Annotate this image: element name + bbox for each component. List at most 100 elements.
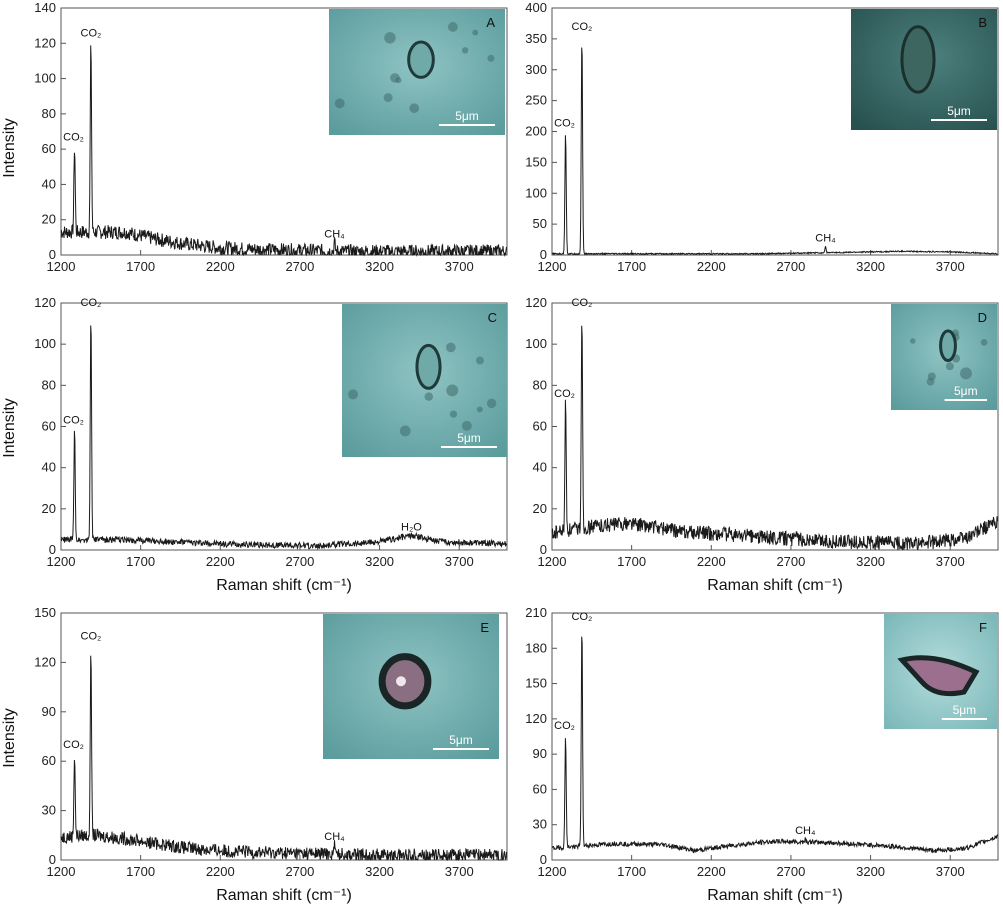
inclusion-speck — [960, 367, 972, 380]
inclusion-speck — [461, 420, 472, 431]
inclusion-speck — [926, 377, 935, 386]
peak-label: CO₂ — [554, 720, 575, 732]
peak-label: CH₄ — [815, 232, 836, 244]
x-tick-label: 2200 — [206, 554, 235, 569]
inclusion-speck — [399, 425, 411, 437]
spectrum-line — [551, 47, 998, 256]
y-tick-label: 60 — [42, 141, 56, 156]
inclusion-speck — [472, 29, 479, 36]
x-tick-label: 2200 — [697, 864, 726, 879]
x-tick-label: 3200 — [365, 864, 394, 879]
spectrum-panel-d: 0 20 40 60 80 100 120 1200 1700 2200 2700 3200 3700 D… — [525, 295, 999, 594]
y-tick-label: 0 — [540, 247, 547, 262]
inclusion-speck — [945, 362, 954, 371]
spectrum-panel-a: 0 20 40 60 80 100 120 140 1200 1700 2200 2700 3200 37… — [1, 0, 508, 274]
plot-frame — [60, 7, 508, 256]
panel-letter: F — [979, 620, 987, 635]
x-tick-label: 3200 — [856, 554, 885, 569]
y-tick-label: 200 — [525, 124, 547, 139]
y-tick-label: 40 — [533, 460, 547, 475]
spectrum-panel-f: 0 30 60 90 120 150 180 210 1200 1700 2200 2700 3200 3… — [525, 605, 999, 904]
inclusion-speck — [980, 339, 988, 346]
x-tick-label: 3700 — [445, 864, 474, 879]
y-tick-label: 100 — [525, 336, 547, 351]
y-tick-label: 20 — [533, 501, 547, 516]
y-tick-label: 100 — [34, 336, 56, 351]
y-tick-label: 60 — [533, 781, 547, 796]
inclusion-speck — [475, 356, 484, 365]
y-tick-label: 90 — [533, 746, 547, 761]
panel-letter: D — [978, 310, 987, 325]
y-tick-label: 60 — [42, 419, 56, 434]
y-tick-label: 60 — [42, 753, 56, 768]
x-tick-label: 2700 — [285, 554, 314, 569]
inclusion-speck — [487, 54, 495, 62]
y-tick-label: 40 — [42, 460, 56, 475]
inclusion-speck — [461, 47, 469, 54]
panel-letter: E — [480, 620, 489, 635]
spectrum-panel-c: 0 20 40 60 80 100 120 1200 1700 2200 2700 3200 3700 C… — [1, 295, 508, 594]
plot-frame — [60, 612, 508, 861]
x-tick-label: 3200 — [856, 259, 885, 274]
fluid-inclusion — [900, 25, 936, 94]
x-tick-label: 1700 — [617, 864, 646, 879]
y-tick-label: 140 — [34, 0, 56, 15]
inclusion-speck — [424, 392, 434, 401]
peak-label: CO₂ — [63, 132, 84, 144]
x-tick-label: 2200 — [206, 864, 235, 879]
x-tick-label: 2700 — [285, 259, 314, 274]
x-tick-label: 2200 — [697, 259, 726, 274]
fluid-inclusion — [939, 329, 957, 363]
peak-label: CO₂ — [572, 297, 593, 309]
y-tick-label: 400 — [525, 0, 547, 15]
x-tick-label: 1700 — [126, 259, 155, 274]
x-tick-label: 1700 — [126, 864, 155, 879]
y-axis-title: Intensity — [1, 398, 18, 458]
y-tick-label: 30 — [42, 803, 56, 818]
x-tick-label: 3200 — [365, 554, 394, 569]
y-tick-label: 80 — [533, 377, 547, 392]
x-tick-label: 1700 — [617, 259, 646, 274]
inclusion-speck — [334, 98, 345, 109]
peak-label: CH₄ — [795, 825, 816, 837]
y-tick-label: 150 — [525, 676, 547, 691]
x-tick-label: 1700 — [617, 554, 646, 569]
scale-bar-label: 5μm — [455, 109, 479, 123]
scale-bar-label: 5μm — [953, 703, 977, 717]
inclusion-speck — [910, 338, 916, 344]
spectrum-line — [60, 45, 507, 257]
y-tick-label: 90 — [42, 704, 56, 719]
x-tick-label: 2700 — [776, 259, 805, 274]
x-tick-label: 1200 — [47, 554, 76, 569]
peak-label: CO₂ — [572, 611, 593, 623]
spectrum-line — [551, 325, 998, 551]
x-tick-label: 2700 — [285, 864, 314, 879]
peak-label: CO₂ — [63, 415, 84, 427]
x-tick-label: 3200 — [856, 864, 885, 879]
x-tick-label: 2200 — [206, 259, 235, 274]
y-tick-label: 150 — [525, 154, 547, 169]
inclusion-speck — [476, 406, 483, 413]
x-axis-title: Raman shift (cm⁻¹) — [707, 577, 843, 594]
inclusion-speck — [449, 410, 458, 418]
peak-label: CO₂ — [81, 630, 102, 642]
peak-label: CH₄ — [324, 831, 345, 843]
x-axis-title: Raman shift (cm⁻¹) — [707, 887, 843, 904]
y-tick-label: 120 — [34, 35, 56, 50]
inclusion-speck — [390, 73, 400, 83]
x-tick-label: 1200 — [538, 259, 567, 274]
x-tick-label: 1700 — [126, 554, 155, 569]
inclusion-speck — [383, 93, 393, 103]
panel-letter: A — [486, 15, 495, 30]
x-tick-label: 2200 — [697, 554, 726, 569]
x-tick-label: 3700 — [936, 864, 965, 879]
y-tick-label: 120 — [34, 295, 56, 310]
panel-letter: C — [488, 310, 497, 325]
y-tick-label: 250 — [525, 93, 547, 108]
vapor-bubble — [396, 676, 406, 687]
x-tick-label: 2700 — [776, 864, 805, 879]
y-tick-label: 150 — [34, 605, 56, 620]
spectrum-line — [60, 655, 507, 862]
y-tick-label: 0 — [540, 542, 547, 557]
